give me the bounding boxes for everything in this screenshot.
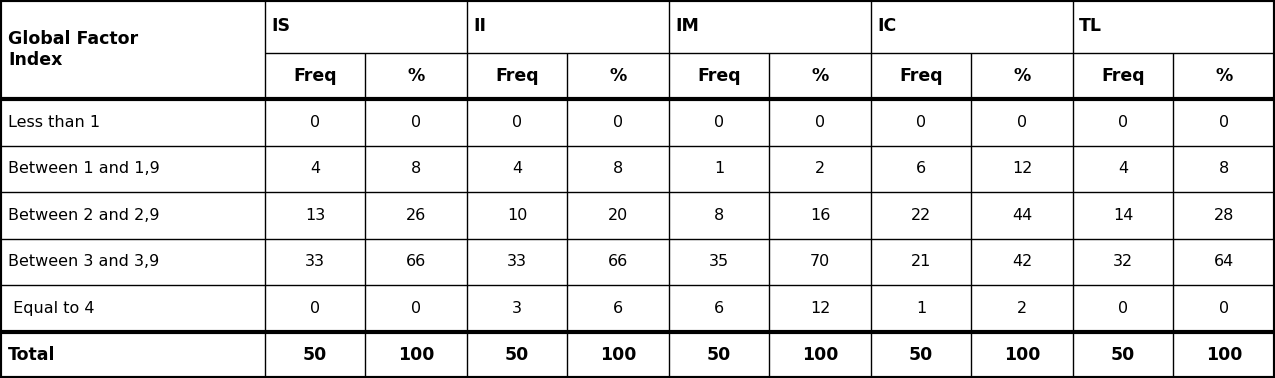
Text: 0: 0 (310, 115, 320, 130)
Text: 70: 70 (810, 254, 830, 269)
Text: 44: 44 (1012, 208, 1033, 223)
Text: Freq: Freq (899, 67, 942, 85)
Text: 22: 22 (910, 208, 931, 223)
Text: 50: 50 (706, 346, 731, 364)
Text: %: % (408, 67, 425, 85)
Text: 0: 0 (310, 301, 320, 316)
Text: IS: IS (272, 17, 289, 35)
Text: 1: 1 (915, 301, 926, 316)
Text: 42: 42 (1012, 254, 1033, 269)
Text: 16: 16 (810, 208, 830, 223)
Text: Freq: Freq (495, 67, 539, 85)
Text: 0: 0 (1017, 115, 1028, 130)
Text: 66: 66 (405, 254, 426, 269)
Text: 100: 100 (599, 346, 636, 364)
Text: 8: 8 (1219, 161, 1229, 176)
Text: 12: 12 (1012, 161, 1033, 176)
Text: Between 1 and 1,9: Between 1 and 1,9 (8, 161, 159, 176)
Text: %: % (609, 67, 626, 85)
Text: 10: 10 (506, 208, 527, 223)
Text: 0: 0 (815, 115, 825, 130)
Text: 0: 0 (1118, 301, 1128, 316)
Text: 4: 4 (310, 161, 320, 176)
Text: 14: 14 (1113, 208, 1133, 223)
Text: 21: 21 (910, 254, 931, 269)
Text: 100: 100 (802, 346, 838, 364)
Text: 100: 100 (1003, 346, 1040, 364)
Text: 6: 6 (714, 301, 724, 316)
Text: 1: 1 (714, 161, 724, 176)
Text: 6: 6 (915, 161, 926, 176)
Text: 2: 2 (1017, 301, 1028, 316)
Text: Freq: Freq (1102, 67, 1145, 85)
Text: %: % (1014, 67, 1030, 85)
Text: Less than 1: Less than 1 (8, 115, 101, 130)
Text: II: II (473, 17, 486, 35)
Text: 13: 13 (305, 208, 325, 223)
Text: 0: 0 (915, 115, 926, 130)
Text: 2: 2 (815, 161, 825, 176)
Text: 50: 50 (909, 346, 933, 364)
Text: 33: 33 (507, 254, 527, 269)
Text: %: % (1215, 67, 1233, 85)
Text: 0: 0 (714, 115, 724, 130)
Text: 6: 6 (613, 301, 623, 316)
Text: 3: 3 (513, 301, 521, 316)
Text: 28: 28 (1214, 208, 1234, 223)
Text: 0: 0 (1219, 115, 1229, 130)
Text: Between 3 and 3,9: Between 3 and 3,9 (8, 254, 159, 269)
Text: IM: IM (674, 17, 699, 35)
Text: 0: 0 (411, 115, 421, 130)
Text: 0: 0 (613, 115, 623, 130)
Text: 66: 66 (608, 254, 629, 269)
Text: %: % (811, 67, 829, 85)
Text: 50: 50 (1111, 346, 1135, 364)
Text: Equal to 4: Equal to 4 (8, 301, 94, 316)
Text: IC: IC (877, 17, 896, 35)
Text: 33: 33 (305, 254, 325, 269)
Text: 35: 35 (709, 254, 729, 269)
Text: 0: 0 (411, 301, 421, 316)
Text: 50: 50 (505, 346, 529, 364)
Text: 12: 12 (810, 301, 830, 316)
Text: Total: Total (8, 346, 56, 364)
Text: 8: 8 (613, 161, 623, 176)
Text: 8: 8 (411, 161, 421, 176)
Text: 0: 0 (513, 115, 521, 130)
Text: 100: 100 (1206, 346, 1242, 364)
Text: 4: 4 (1118, 161, 1128, 176)
Text: 0: 0 (1219, 301, 1229, 316)
Text: 32: 32 (1113, 254, 1133, 269)
Text: 100: 100 (398, 346, 435, 364)
Text: 4: 4 (513, 161, 521, 176)
Text: 50: 50 (303, 346, 328, 364)
Text: 64: 64 (1214, 254, 1234, 269)
Text: Global Factor
Index: Global Factor Index (8, 30, 138, 69)
Text: TL: TL (1079, 17, 1102, 35)
Text: 20: 20 (608, 208, 629, 223)
Text: 0: 0 (1118, 115, 1128, 130)
Text: 8: 8 (714, 208, 724, 223)
Text: Between 2 and 2,9: Between 2 and 2,9 (8, 208, 159, 223)
Text: Freq: Freq (293, 67, 337, 85)
Text: Freq: Freq (697, 67, 741, 85)
Text: 26: 26 (405, 208, 426, 223)
